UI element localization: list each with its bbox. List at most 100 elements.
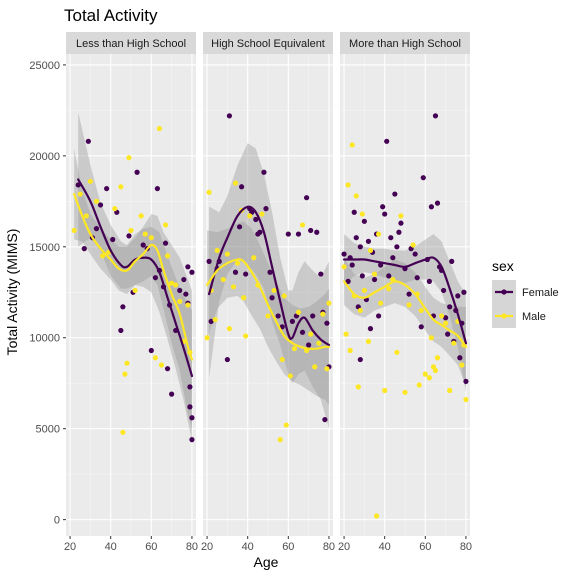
data-point [154, 185, 161, 192]
data-point [345, 278, 351, 284]
x-axis: 20 40 60 80 [201, 536, 335, 553]
confidence-band-female [78, 112, 192, 442]
data-point [396, 229, 402, 235]
data-point [324, 320, 330, 326]
data-point [126, 233, 132, 239]
facet-strip-label: Less than High School [76, 38, 186, 50]
data-point [185, 264, 191, 270]
data-point [122, 371, 128, 377]
x-tick-label: 60 [282, 541, 294, 553]
data-point [177, 287, 183, 294]
x-axis-label: Age [254, 554, 279, 570]
data-point [440, 287, 447, 294]
data-point [394, 244, 400, 250]
data-point [349, 262, 355, 268]
data-point [438, 313, 445, 319]
data-point [183, 291, 189, 297]
data-point [295, 309, 302, 315]
smooth-line-female [342, 256, 468, 345]
gridlines [340, 54, 470, 536]
data-point [371, 276, 378, 283]
data-point [402, 389, 408, 395]
data-point [382, 211, 388, 217]
data-point [326, 300, 332, 306]
data-point [243, 333, 249, 339]
data-point [295, 231, 302, 237]
data-point [238, 184, 245, 190]
data-point [164, 253, 171, 259]
data-point [148, 235, 154, 241]
data-point [375, 231, 382, 237]
x-tick-label: 60 [145, 541, 157, 553]
facet-strip [340, 32, 470, 54]
data-point [291, 346, 298, 352]
data-point [267, 269, 273, 275]
gridlines [66, 54, 196, 536]
legend-key-point [501, 289, 507, 295]
legend-key-point [501, 313, 507, 319]
facet-strip [203, 32, 333, 54]
data-point [124, 360, 130, 366]
data-point [447, 387, 453, 394]
data-point [251, 255, 257, 261]
data-point [275, 313, 281, 319]
data-point [299, 329, 306, 335]
data-point [367, 247, 374, 254]
facet-strip [66, 32, 196, 54]
data-point [345, 182, 351, 188]
data-point [299, 222, 306, 228]
data-point [148, 347, 154, 354]
data-point [279, 356, 285, 363]
data-point [406, 291, 412, 297]
data-point [428, 335, 435, 341]
data-point [257, 229, 263, 235]
data-point [312, 364, 318, 370]
data-point [226, 326, 233, 332]
x-tick-label: 80 [460, 541, 472, 553]
data-point [265, 313, 271, 319]
data-point [162, 240, 169, 246]
data-point [152, 275, 158, 281]
data-point [361, 287, 367, 294]
data-point [289, 318, 295, 324]
data-point [310, 313, 316, 319]
data-point [93, 198, 100, 204]
data-point [134, 169, 140, 175]
legend-label: Male [522, 311, 546, 323]
data-point [93, 226, 100, 232]
data-point [126, 155, 132, 161]
data-point [380, 204, 386, 210]
y-tick-label: 25000 [29, 60, 60, 72]
data-point [232, 180, 239, 186]
data-point [230, 284, 237, 290]
confidence-band-male [344, 257, 466, 387]
x-tick-label: 80 [186, 541, 198, 553]
legend: sex Female Male [492, 258, 559, 328]
confidence-band-male [74, 148, 192, 429]
data-point [410, 242, 416, 248]
data-point [341, 251, 347, 257]
data-point [365, 338, 372, 344]
facet-panel: Less than High School 20 40 60 80 [64, 32, 198, 553]
data-point [367, 326, 374, 332]
x-tick-label: 40 [379, 541, 391, 553]
smooth-line-male [73, 192, 194, 361]
legend-entry-female: Female [492, 280, 559, 304]
data-point [394, 349, 400, 355]
data-point [224, 356, 230, 363]
data-point [308, 331, 314, 337]
data-point [85, 138, 91, 144]
data-point [447, 304, 453, 310]
data-point [253, 216, 259, 223]
data-point [432, 113, 439, 119]
data-point [206, 258, 212, 264]
data-point [426, 278, 432, 284]
data-point [459, 362, 465, 368]
x-tick-label: 20 [338, 541, 350, 553]
data-point [322, 416, 328, 423]
x-tick-label: 20 [64, 541, 76, 553]
data-point [206, 189, 212, 195]
data-point [236, 224, 243, 230]
data-point [263, 206, 269, 212]
